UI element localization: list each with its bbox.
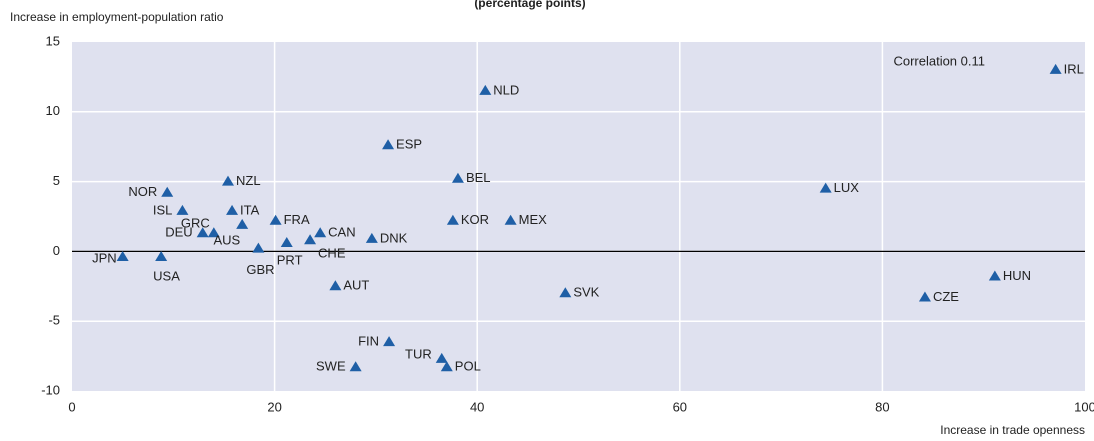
- point-label: AUT: [343, 278, 369, 293]
- point-label: ITA: [240, 202, 260, 217]
- point: [819, 182, 832, 193]
- point: [988, 270, 1001, 281]
- point-label: POL: [455, 359, 481, 374]
- point-label: GRC: [181, 216, 210, 231]
- point: [440, 361, 453, 372]
- y-tick-label: -10: [41, 382, 60, 397]
- point-label: AUS: [213, 232, 240, 247]
- point-label: CHE: [318, 246, 346, 261]
- y-tick-label: 15: [46, 33, 60, 48]
- point-label: NZL: [236, 173, 261, 188]
- point-label: TUR: [405, 346, 432, 361]
- point-label: ISL: [153, 202, 173, 217]
- x-tick-label: 0: [68, 399, 75, 414]
- point-label: HUN: [1003, 268, 1031, 283]
- y-tick-label: 10: [46, 103, 60, 118]
- point-label: GBR: [246, 262, 274, 277]
- point-label: MEX: [519, 212, 548, 227]
- point: [349, 361, 362, 372]
- point: [479, 84, 492, 95]
- annotation: Correlation 0.11: [893, 53, 985, 68]
- point-label: NLD: [493, 82, 519, 97]
- point: [504, 214, 517, 225]
- point: [269, 214, 282, 225]
- point: [207, 227, 220, 238]
- point-label: USA: [153, 268, 180, 283]
- x-axis-label: Increase in trade openness: [940, 423, 1085, 437]
- point: [252, 242, 265, 253]
- point-label: BEL: [466, 170, 491, 185]
- point-label: CAN: [328, 225, 355, 240]
- point: [365, 232, 378, 243]
- point: [314, 227, 327, 238]
- point: [918, 291, 931, 302]
- point-label: DNK: [380, 230, 408, 245]
- point-label: KOR: [461, 212, 489, 227]
- point-label: FRA: [284, 212, 310, 227]
- point: [382, 139, 395, 150]
- point: [383, 336, 396, 347]
- point-label: JPN: [92, 250, 117, 265]
- point-label: SVK: [573, 285, 599, 300]
- x-tick-label: 100: [1074, 399, 1094, 414]
- point: [226, 204, 239, 215]
- point-label: DEU: [165, 225, 192, 240]
- point-label: IRL: [1064, 61, 1084, 76]
- point-label: CZE: [933, 289, 959, 304]
- y-tick-label: -5: [48, 313, 60, 328]
- point: [435, 352, 448, 363]
- point: [1049, 63, 1062, 74]
- chart-title: (percentage points): [474, 0, 585, 10]
- point: [176, 204, 189, 215]
- x-tick-label: 60: [673, 399, 687, 414]
- point-label: SWE: [316, 359, 346, 374]
- point: [196, 227, 209, 238]
- point: [280, 237, 293, 248]
- x-tick-label: 80: [875, 399, 889, 414]
- x-tick-label: 20: [267, 399, 281, 414]
- point: [451, 172, 464, 183]
- point: [155, 250, 168, 261]
- point: [559, 287, 572, 298]
- point-label: NOR: [128, 184, 157, 199]
- point-label: LUX: [834, 180, 860, 195]
- x-tick-label: 40: [470, 399, 484, 414]
- plot-area: [72, 42, 1085, 391]
- point-label: ESP: [396, 137, 422, 152]
- point: [222, 175, 235, 186]
- point-label: PRT: [277, 252, 303, 267]
- y-tick-label: 5: [53, 173, 60, 188]
- point: [446, 214, 459, 225]
- point: [329, 280, 342, 291]
- y-tick-label: 0: [53, 243, 60, 258]
- point: [116, 250, 129, 261]
- point: [304, 234, 317, 245]
- y-axis-label: Increase in employment-population ratio: [10, 10, 224, 24]
- point: [236, 218, 249, 229]
- point: [161, 186, 174, 197]
- point-label: FIN: [358, 334, 379, 349]
